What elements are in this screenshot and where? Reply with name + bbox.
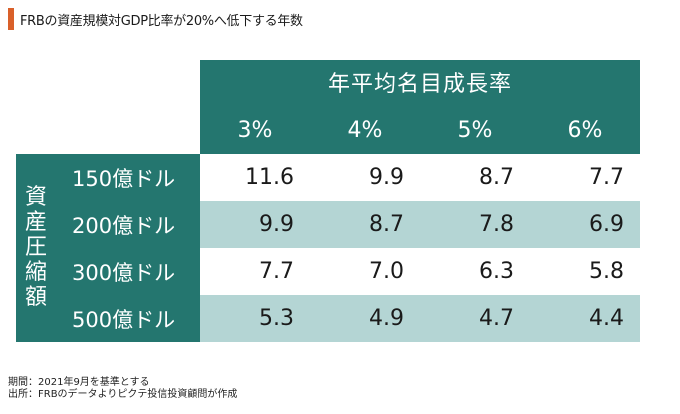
row-group-label-char: 産 [24, 210, 47, 235]
column-header-4pct: 4% [347, 117, 383, 143]
table-cell: 8.7 [479, 165, 514, 190]
table-cell: 7.7 [589, 165, 624, 190]
table-cell: 8.7 [369, 212, 404, 237]
table-row: 11.6 9.9 8.7 7.7 [200, 154, 640, 201]
chart-title: FRBの資産規模対GDP比率が20%へ低下する年数 [20, 13, 303, 29]
row-group-label-char: 縮 [24, 260, 47, 285]
column-header-5pct: 5% [457, 117, 493, 143]
column-header-block: 年平均名目成長率 3% 4% 5% 6% [200, 60, 640, 154]
table-cell: 7.7 [259, 259, 294, 284]
footer-source: 出所：FRBのデータよりピクテ投信投資顧問が作成 [8, 389, 238, 400]
row-group-label: 資 産 圧 縮 額 [16, 154, 56, 342]
table-cell: 9.9 [369, 165, 404, 190]
table-cell: 6.3 [479, 259, 514, 284]
table-row: 9.9 8.7 7.8 6.9 [200, 201, 640, 248]
table-cell: 4.9 [369, 306, 404, 331]
data-table: 年平均名目成長率 3% 4% 5% 6% 資 産 圧 縮 額 150億ドル 20… [16, 60, 640, 342]
table-cell: 9.9 [259, 212, 294, 237]
row-label-200: 200億ドル [72, 213, 176, 238]
row-label-150: 150億ドル [72, 166, 176, 191]
column-header-6pct: 6% [567, 117, 603, 143]
row-group-label-char: 額 [24, 285, 47, 310]
column-group-label: 年平均名目成長率 [327, 72, 512, 97]
row-label-300: 300億ドル [72, 260, 176, 285]
title-accent-mark [8, 8, 14, 30]
footer-notes: 期間：2021年9月を基準とする 出所：FRBのデータよりピクテ投信投資顧問が作… [8, 377, 237, 401]
column-header-3pct: 3% [237, 117, 273, 143]
row-label-500: 500億ドル [72, 307, 176, 332]
table-cell: 7.0 [369, 259, 404, 284]
table-row: 5.3 4.9 4.7 4.4 [200, 295, 640, 342]
row-group-label-char: 資 [24, 185, 47, 210]
row-group-label-char: 圧 [24, 235, 47, 260]
table-cell: 4.7 [479, 306, 514, 331]
table-cell: 4.4 [589, 306, 624, 331]
table-cell: 7.8 [479, 212, 514, 237]
table-cell: 11.6 [245, 165, 294, 190]
row-header-block: 資 産 圧 縮 額 150億ドル 200億ドル 300億ドル 500億ドル [16, 154, 200, 342]
title-bar: FRBの資産規模対GDP比率が20%へ低下する年数 [8, 8, 303, 30]
footer-period: 期間：2021年9月を基準とする [8, 377, 150, 388]
table-cell: 5.3 [259, 306, 294, 331]
table-cell: 5.8 [589, 259, 624, 284]
table-row: 7.7 7.0 6.3 5.8 [200, 248, 640, 295]
table-cell: 6.9 [589, 212, 624, 237]
